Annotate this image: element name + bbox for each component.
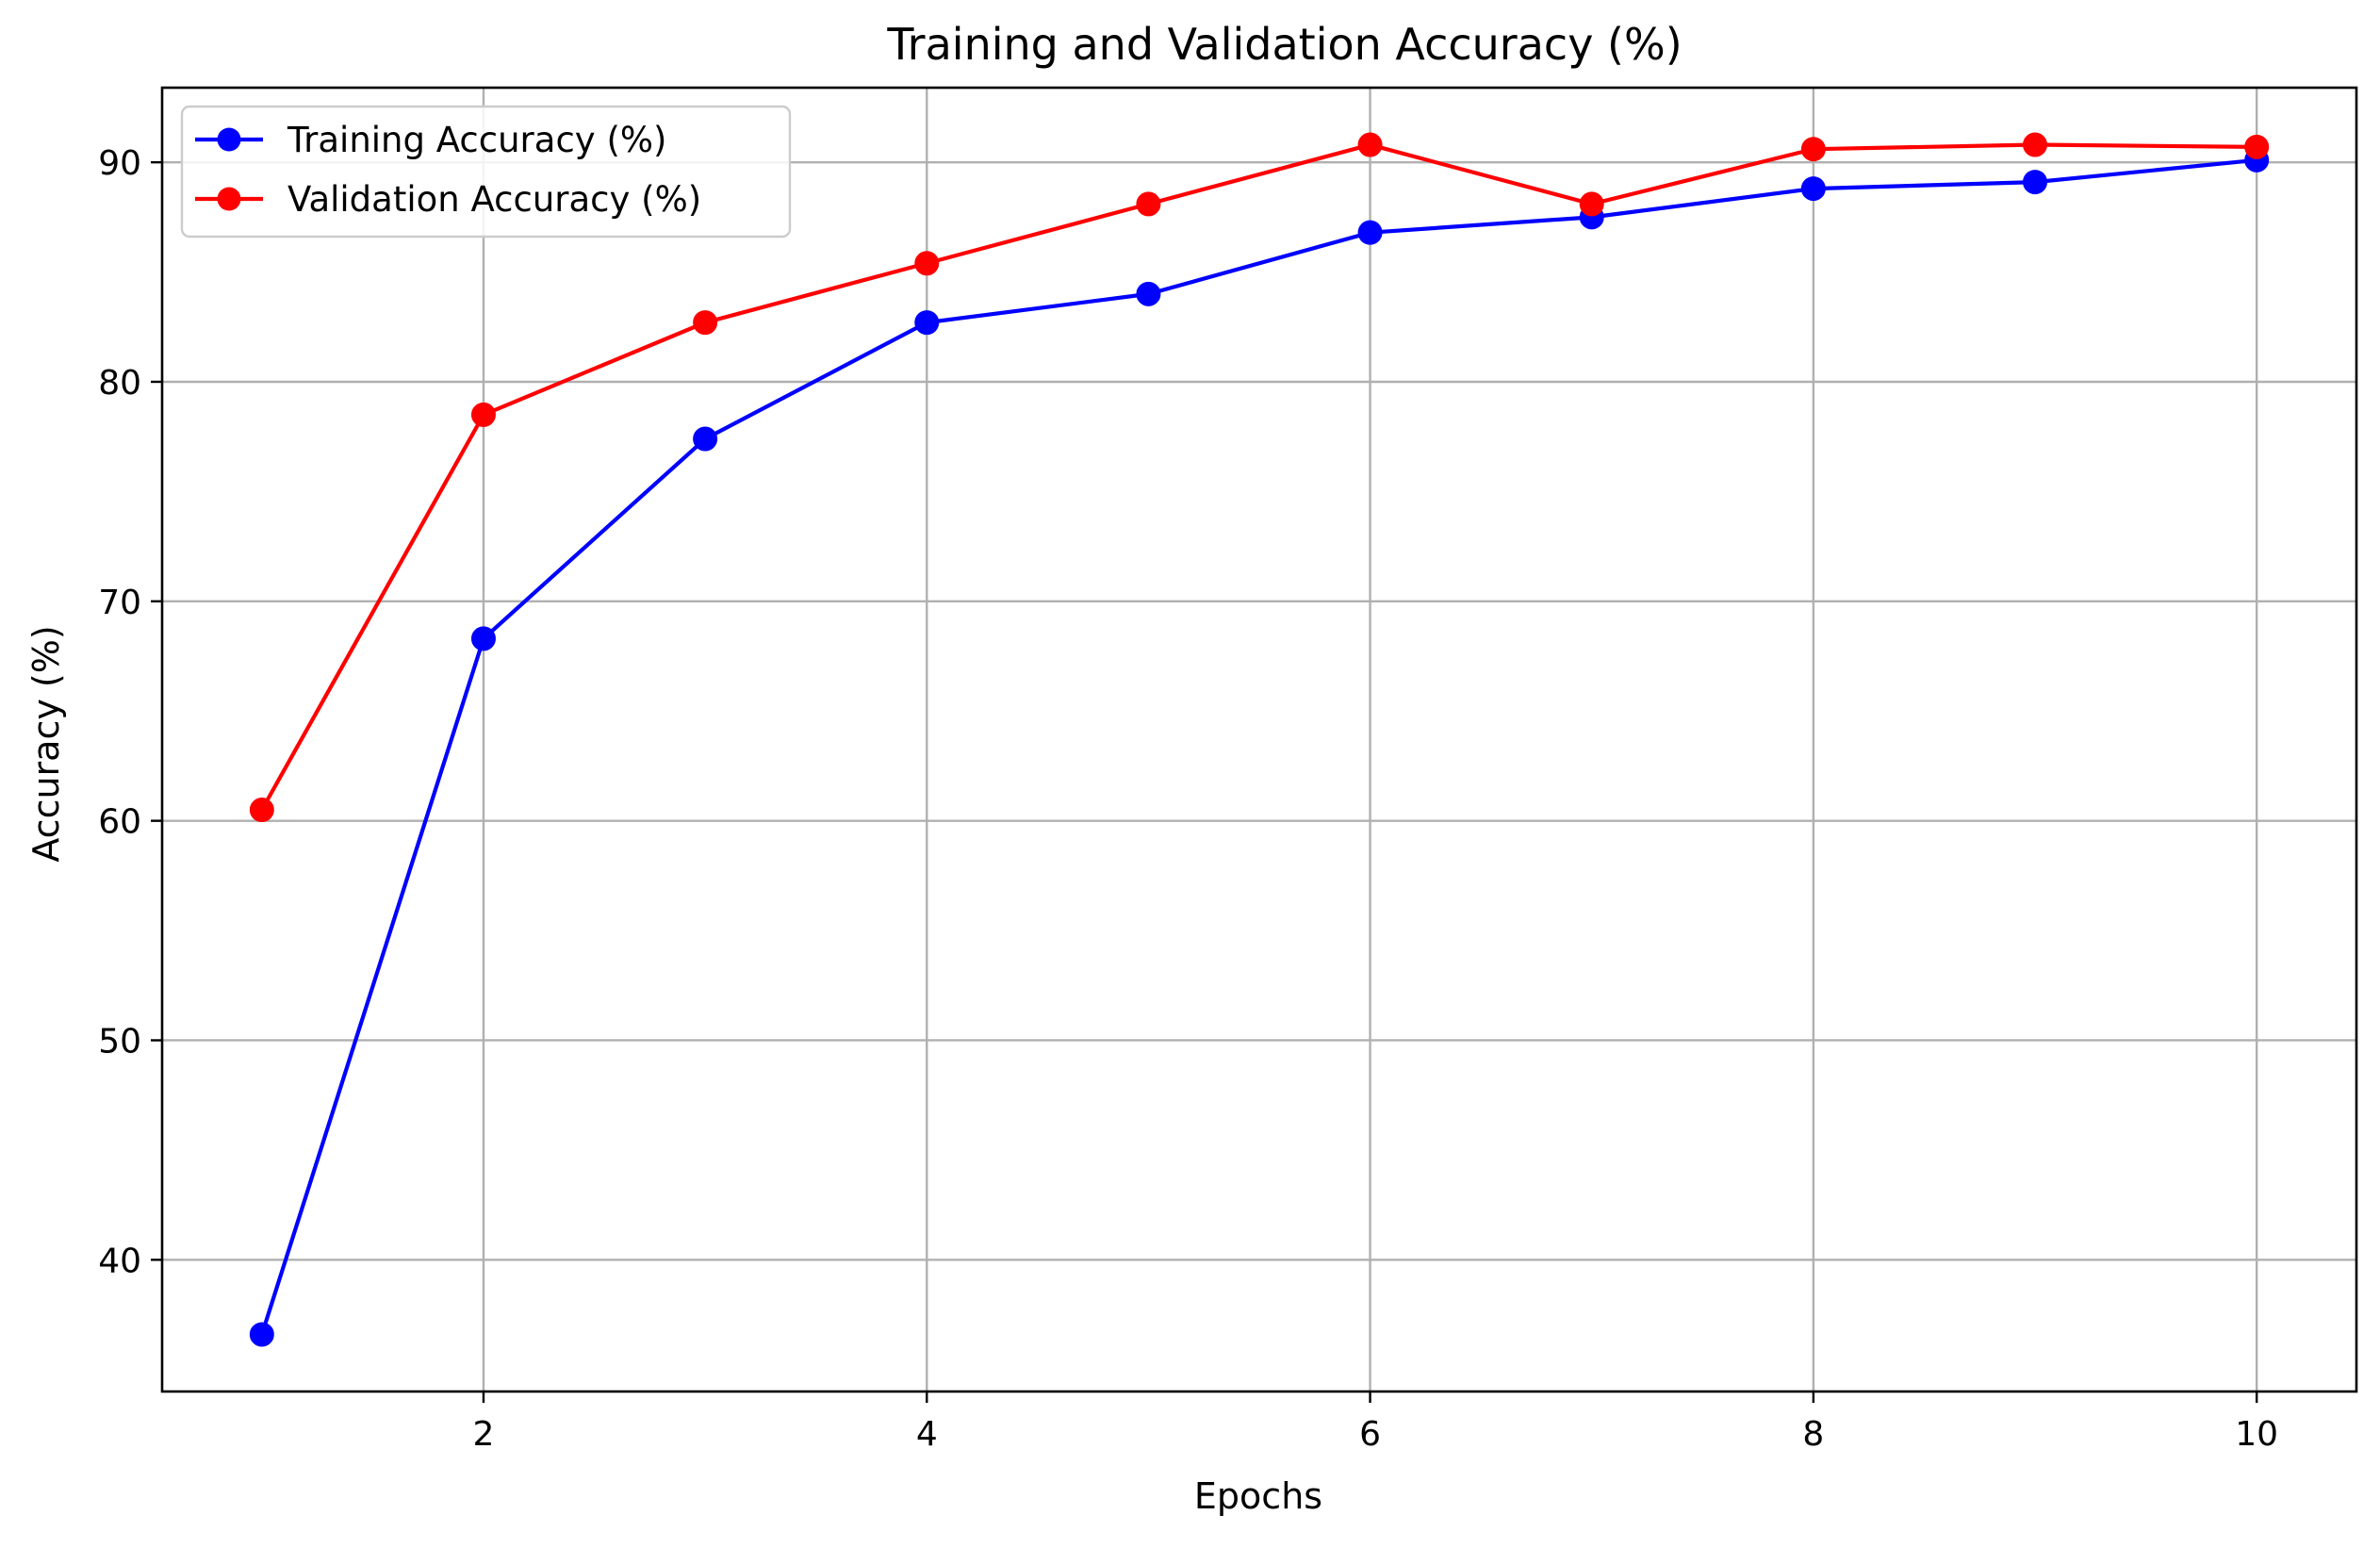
series-line (259, 142, 2257, 812)
plot-frame (160, 86, 2358, 1393)
data-point (693, 310, 718, 336)
legend-item: Validation Accuracy (%) (195, 179, 701, 220)
data-point (249, 798, 274, 823)
data-point (1357, 220, 1383, 245)
data-point (470, 402, 496, 427)
legend-label: Validation Accuracy (%) (287, 179, 701, 220)
legend-marker (217, 187, 241, 211)
legend: Training Accuracy (%) Validation Accuracy… (180, 105, 792, 239)
series-layer (249, 132, 2270, 1347)
y-axis-label: Accuracy (%) (25, 625, 67, 862)
y-tick-label: 90 (98, 144, 141, 183)
data-point (2244, 134, 2270, 159)
data-point (470, 626, 496, 651)
data-point (249, 1322, 274, 1347)
y-tick-label: 70 (98, 584, 141, 622)
legend-label: Training Accuracy (%) (287, 120, 666, 160)
data-point (1800, 176, 1826, 202)
data-point (1800, 137, 1826, 162)
x-axis-label: Epochs (1194, 1475, 1322, 1517)
data-point (1136, 191, 1161, 217)
data-point (1136, 281, 1161, 306)
x-tick-label: 8 (1802, 1415, 1824, 1454)
x-tick-label: 6 (1359, 1415, 1381, 1454)
y-tick-label: 50 (98, 1022, 141, 1061)
data-point (1357, 132, 1383, 157)
y-tick-label: 40 (98, 1242, 141, 1280)
data-point (914, 251, 940, 276)
data-point (2023, 170, 2048, 195)
series-training (249, 147, 2270, 1347)
data-point (2023, 132, 2048, 157)
axes: 2 4 6 8 10 40 50 60 70 80 90 (98, 86, 2358, 1454)
data-point (1579, 191, 1604, 217)
data-point (914, 310, 940, 336)
y-tick-label: 80 (98, 364, 141, 403)
x-tick-label: 4 (916, 1415, 938, 1454)
x-tick-label: 10 (2235, 1415, 2278, 1454)
series-line (259, 157, 2257, 1336)
chart-title: Training and Validation Accuracy (%) (886, 19, 1682, 70)
x-tick-label: 2 (473, 1415, 495, 1454)
data-point (693, 426, 718, 452)
series-validation (249, 132, 2270, 823)
y-tick-label: 60 (98, 803, 141, 842)
legend-marker (217, 127, 241, 152)
legend-item: Training Accuracy (%) (195, 120, 666, 160)
legend-box (180, 105, 792, 239)
